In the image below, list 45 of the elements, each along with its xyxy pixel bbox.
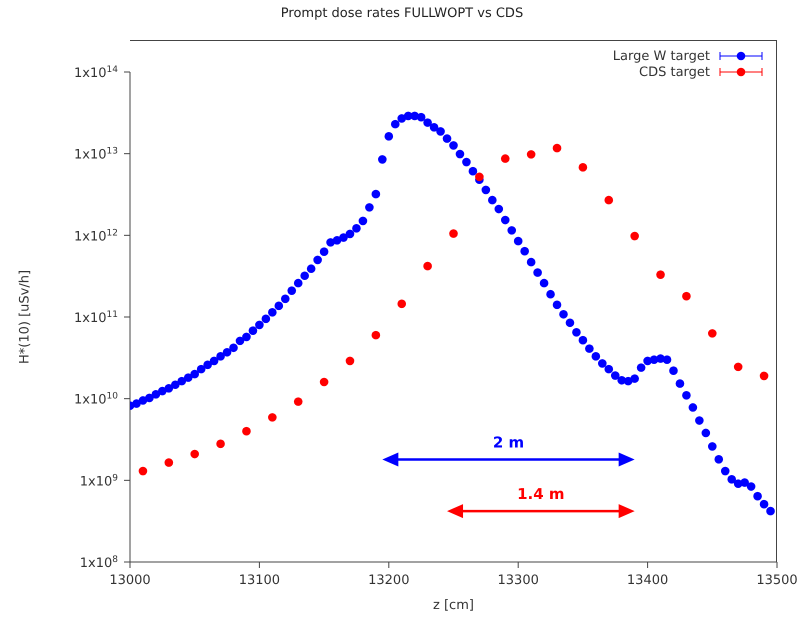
point <box>242 426 251 436</box>
x-tick-label: 13500 <box>756 573 798 588</box>
chart-title: Prompt dose rates FULLWOPT vs CDS <box>280 6 524 21</box>
y-tick-label: 1x10$^{13}$ <box>74 146 118 163</box>
point <box>294 397 303 406</box>
point <box>526 150 536 159</box>
x-tick-label: 13300 <box>498 573 539 588</box>
point <box>190 450 199 458</box>
point <box>552 144 562 152</box>
y-axis-title: H*(10) [uSv/h] <box>18 270 33 364</box>
y-tick-label: 1x10$^{10}$ <box>74 392 118 408</box>
point <box>320 378 328 386</box>
point <box>397 300 406 308</box>
point <box>372 330 380 340</box>
x-tick-label: 13200 <box>368 573 410 588</box>
point <box>216 440 225 448</box>
point <box>268 413 277 422</box>
point <box>604 196 614 204</box>
annotation: 2 m <box>492 433 524 452</box>
point <box>138 466 148 476</box>
point <box>630 232 639 240</box>
point <box>423 262 432 270</box>
point <box>760 372 768 380</box>
annotation: 1.4 m <box>517 485 565 504</box>
point <box>475 172 484 182</box>
legend-label: CDS target <box>639 64 710 80</box>
y-tick-label: 1x10$^{14}$ <box>74 65 118 81</box>
point <box>656 270 665 279</box>
y-tick-label: 1x10$^{11}$ <box>74 310 118 326</box>
x-tick-label: 13100 <box>238 573 280 588</box>
y-tick-label: 1x10$^{12}$ <box>74 228 118 244</box>
point <box>708 329 717 338</box>
x-tick-label: 13000 <box>109 573 151 588</box>
point <box>346 356 354 366</box>
point <box>682 292 691 300</box>
point <box>578 163 588 172</box>
x-axis-title: z [cm] <box>433 598 474 613</box>
point <box>734 362 742 372</box>
y-tick-label: 1x10$^{8}$ <box>80 555 118 571</box>
point <box>164 458 174 467</box>
y-tick-label: 1x10$^{9}$ <box>80 473 118 490</box>
point <box>500 154 510 163</box>
x-tick-label: 13400 <box>626 573 668 588</box>
legend-label: Large W target <box>612 48 710 64</box>
point <box>449 229 458 238</box>
